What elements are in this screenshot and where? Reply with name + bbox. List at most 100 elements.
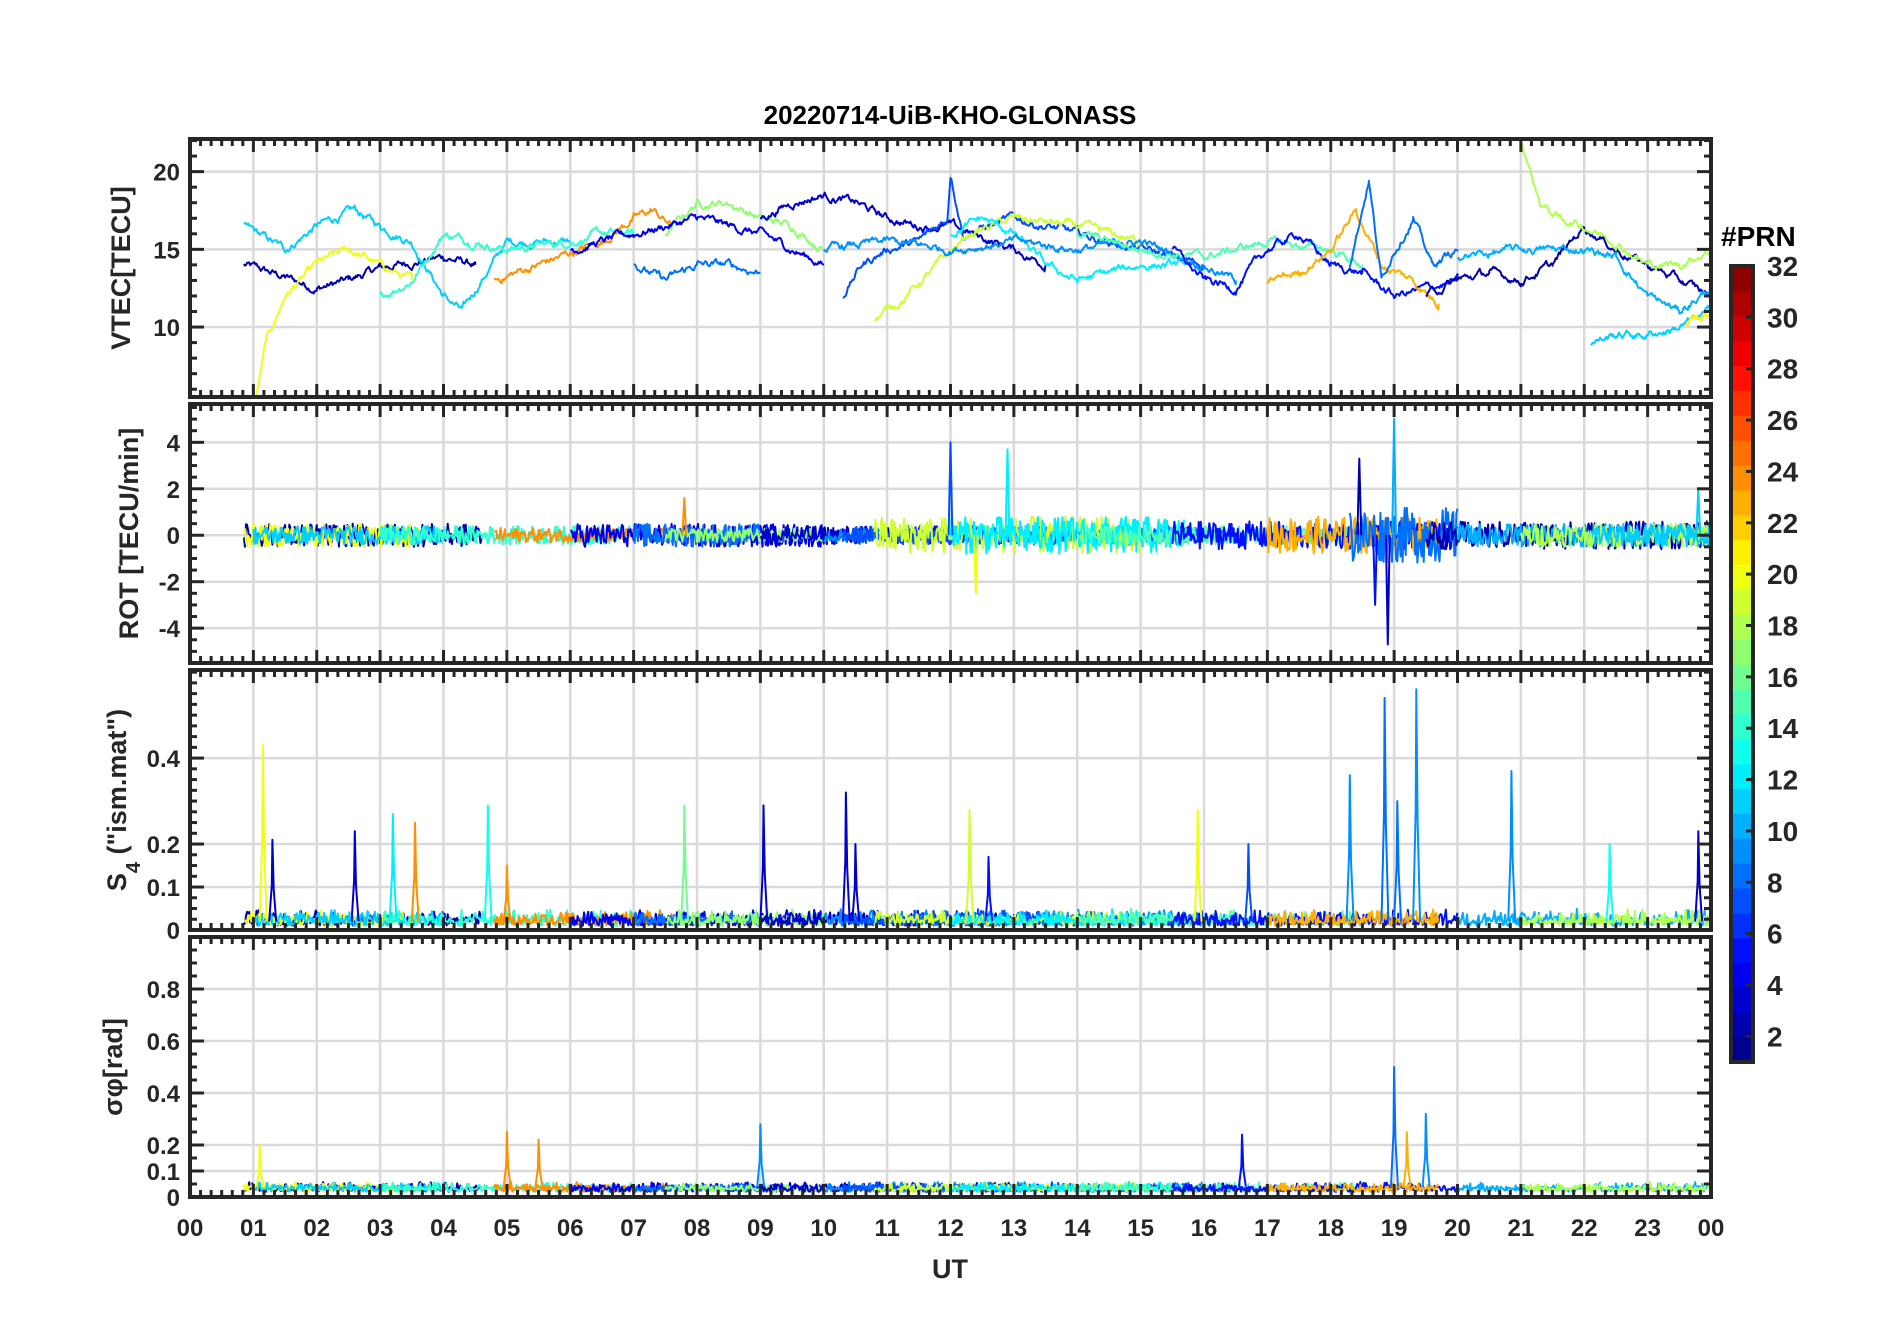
vtec-series-prn-8 [1348,179,1459,279]
colorbar-tick-label: 12 [1767,765,1798,796]
y-axis-label: VTEC[TECU] [106,186,136,350]
colorbar-swatch [1731,315,1753,342]
s4-spike-prn-5 [984,855,994,922]
panel-s4: 00.10.20.4S4 ("ism.mat") [102,668,1713,945]
s4-spike-prn-3 [759,804,769,922]
rot-series-prn-12 [949,515,1185,555]
x-axis-label: UT [932,1254,968,1284]
x-tick-label: 15 [1127,1215,1154,1242]
colorbar-tick-label: 22 [1767,508,1798,539]
colorbar-tick-label: 32 [1767,251,1798,282]
y-tick-label: 2 [167,477,180,504]
panel-sigma: 00.10.2 0.4 0.6 0.8 σφ[rad] [98,935,1713,1212]
rot-spike-prn-12 [1004,448,1011,536]
s4-spike-prn-16 [680,804,690,922]
x-tick-label: 17 [1254,1215,1281,1242]
sigma-series-prn-23 [1266,1182,1440,1193]
colorbar-frame [1729,264,1755,1064]
y-tick-label: 0 [167,523,180,550]
sigma-spike-prn-23 [1402,1131,1412,1187]
s4-spike-prn-3 [1694,830,1704,922]
colorbar-tick-label: 30 [1767,302,1798,333]
s4-spike-prn-7 [1244,843,1254,922]
x-tick-label: 21 [1508,1215,1535,1242]
colorbar-swatch [1731,912,1753,939]
colorbar-tick-label: 28 [1767,354,1798,385]
panel-rot: -4 -2 0 2 4 ROT [TECU/min] [114,402,1713,665]
colorbar-swatch [1731,813,1753,839]
x-tick-label: 01 [240,1215,267,1242]
x-tick-label: 09 [747,1215,774,1242]
sigma-spike-prn-5 [1237,1133,1247,1187]
colorbar-tick-label: 10 [1767,816,1798,847]
colorbar-swatch [1731,664,1753,690]
x-tick-label: 22 [1571,1215,1598,1242]
vtec-series-prn-2 [1425,226,1711,298]
s4-spike-prn-3 [851,843,861,922]
sigma-series-prn-18 [1519,1180,1711,1193]
y-tick-label: 0 [167,918,180,945]
s4-spike-prn-9 [1507,770,1517,922]
colorbar-swatch [1731,713,1753,740]
sigma-spike-prn-20 [255,1144,265,1187]
y-axis-label-sub: 4 [123,861,145,873]
y-tick-label: 0.2 [147,832,180,859]
y-tick-label: 0.4 [147,746,181,773]
y-tick-label: 15 [153,237,180,264]
y-tick-label: 0.1 [147,875,180,902]
sigma-spike-prn-24 [534,1138,544,1187]
y-axis-label-s: S [102,873,132,891]
vtec-series-prn-11 [243,204,572,309]
vtec-series-prn-24 [493,207,673,285]
axes-frame [188,668,1713,932]
s4-spike-prn-13 [483,804,493,922]
rot-series-prn-17 [664,527,824,543]
chart-title: 20220714-UiB-KHO-GLONASS [764,100,1137,130]
x-tick-label: 00 [1698,1215,1725,1242]
vtec-series-prn-14 [379,226,635,299]
rot-series-prn-11 [1590,522,1711,548]
x-tick-label: 14 [1064,1215,1091,1242]
colorbar-swatch [1731,937,1753,964]
vtec-series-prn-18 [1519,139,1711,271]
rot-series-prn-8 [1348,506,1459,564]
colorbar-swatch [1731,738,1753,765]
y-axis-label: σφ[rad] [98,1018,128,1116]
colorbar-swatch [1731,390,1753,416]
colorbar-swatch [1731,962,1753,988]
sigma-series-prn-12 [949,1180,1185,1193]
vtec-series-prn-2 [243,253,477,295]
colorbar-tick-label: 24 [1767,456,1799,487]
s4-spike-prn-9 [1412,688,1422,922]
s4-series-prn-15 [1076,907,1364,927]
x-tick-label: 10 [810,1215,837,1242]
sigma-spike-prn-8 [1390,1066,1399,1187]
colorbar-tick-label: 6 [1767,919,1783,950]
series-group [242,1066,1711,1193]
x-tick-label: 04 [430,1215,457,1242]
s4-spike-prn-24 [502,864,512,922]
series-group [243,688,1711,927]
x-tick-label: 05 [494,1215,521,1242]
sigma-spike-prn-24 [502,1131,512,1187]
vtec-series-prn-10 [1456,243,1711,315]
colorbar-tick-label: 14 [1767,713,1799,744]
vtec-series-prn-7 [842,176,1205,299]
colorbar-swatch [1731,763,1753,789]
s4-spike-prn-20 [1193,808,1203,922]
colorbar-swatch [1731,340,1753,367]
axes-frame [188,402,1713,665]
s4-spike-prn-3 [841,791,851,922]
vtec-series-prn-8 [633,258,761,281]
rot-spike-prn-20 [972,535,979,595]
x-tick-label: 07 [620,1215,647,1242]
colorbar-tick-label: 16 [1767,662,1798,693]
x-tick-label: 19 [1381,1215,1408,1242]
colorbar-swatch [1731,589,1753,615]
colorbar-swatch [1731,838,1753,864]
y-tick-label: 20 [153,160,180,187]
axes-frame [188,137,1713,399]
colorbar-swatch [1731,290,1753,317]
vtec-series-prn-3 [759,191,1047,273]
rot-spike-prn-2 [1356,457,1363,536]
